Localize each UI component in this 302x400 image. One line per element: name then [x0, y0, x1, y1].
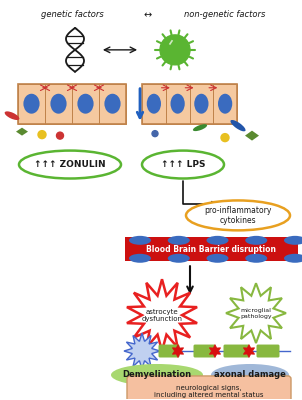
Ellipse shape [147, 94, 161, 114]
Ellipse shape [111, 364, 203, 386]
Ellipse shape [284, 236, 302, 245]
Polygon shape [127, 279, 197, 351]
Ellipse shape [207, 254, 229, 263]
Bar [213, 84, 237, 124]
Ellipse shape [168, 236, 190, 245]
Ellipse shape [211, 364, 289, 386]
Bar [72, 84, 99, 124]
FancyBboxPatch shape [127, 376, 291, 400]
Text: ↑↑↑ LPS: ↑↑↑ LPS [161, 160, 205, 169]
Ellipse shape [284, 254, 302, 263]
Polygon shape [243, 344, 255, 358]
Circle shape [38, 131, 46, 139]
Polygon shape [226, 283, 286, 343]
Ellipse shape [245, 236, 267, 245]
Ellipse shape [193, 124, 207, 131]
Ellipse shape [5, 111, 19, 120]
Text: astrocyte
dysfunction: astrocyte dysfunction [142, 309, 182, 322]
Bar [18, 84, 45, 124]
Ellipse shape [194, 94, 208, 114]
Ellipse shape [186, 200, 290, 230]
Polygon shape [209, 344, 221, 358]
Text: Blood Brain Barrier disruption: Blood Brain Barrier disruption [146, 245, 277, 254]
Text: pro-inflammatory
cytokines: pro-inflammatory cytokines [204, 206, 272, 225]
Ellipse shape [230, 120, 246, 131]
Circle shape [56, 132, 63, 139]
Polygon shape [16, 128, 28, 136]
Bar [166, 84, 189, 124]
Bar [45, 84, 72, 124]
Bar [189, 84, 213, 124]
FancyBboxPatch shape [256, 344, 279, 358]
Text: neurological signs,
including altered mental status: neurological signs, including altered me… [154, 386, 264, 398]
Ellipse shape [23, 94, 40, 114]
Ellipse shape [19, 150, 121, 178]
FancyBboxPatch shape [223, 344, 249, 358]
FancyBboxPatch shape [194, 344, 216, 358]
Ellipse shape [245, 254, 267, 263]
Ellipse shape [104, 94, 120, 114]
Text: genetic factors: genetic factors [41, 10, 103, 19]
Text: Demyelination: Demyelination [122, 370, 191, 380]
Ellipse shape [129, 254, 151, 263]
Text: non-genetic factors: non-genetic factors [184, 10, 266, 19]
Ellipse shape [142, 150, 224, 178]
Circle shape [160, 35, 190, 65]
Bar [142, 84, 166, 124]
Ellipse shape [168, 254, 190, 263]
Text: axonal damage: axonal damage [214, 370, 286, 380]
Ellipse shape [207, 236, 229, 245]
Polygon shape [172, 344, 184, 358]
Bar [125, 237, 298, 261]
Bar [142, 84, 237, 124]
Polygon shape [124, 333, 160, 369]
Circle shape [152, 131, 158, 137]
Ellipse shape [171, 94, 185, 114]
Bar [18, 84, 126, 124]
Circle shape [221, 134, 229, 142]
Ellipse shape [218, 94, 232, 114]
FancyBboxPatch shape [159, 344, 179, 358]
Text: ↑↑↑ ZONULIN: ↑↑↑ ZONULIN [34, 160, 106, 169]
Ellipse shape [77, 94, 94, 114]
Ellipse shape [129, 236, 151, 245]
Bar [99, 84, 126, 124]
Text: ↔: ↔ [144, 10, 152, 20]
Ellipse shape [50, 94, 67, 114]
Text: microglial
pathology: microglial pathology [240, 308, 272, 318]
Polygon shape [245, 131, 259, 141]
